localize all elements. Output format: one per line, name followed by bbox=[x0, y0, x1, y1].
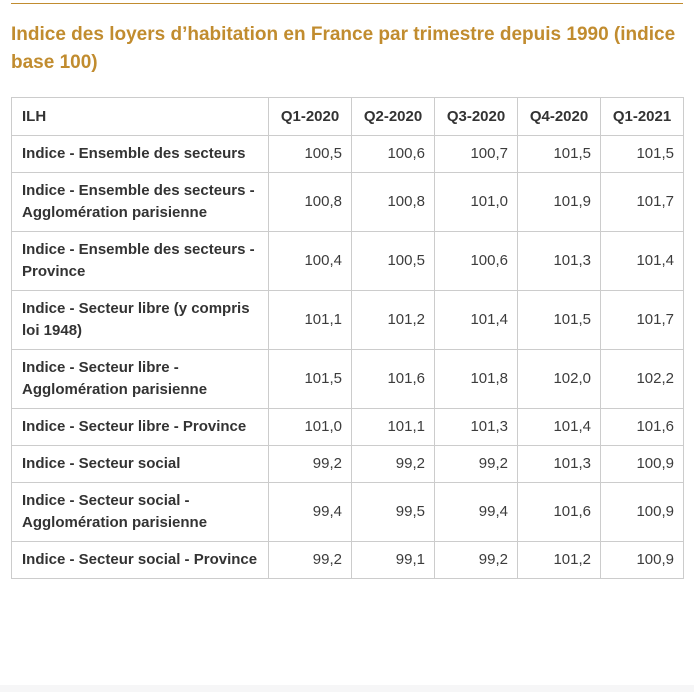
index-value-cell: 100,4 bbox=[268, 231, 352, 291]
row-label: Indice - Secteur social bbox=[11, 445, 269, 483]
index-value-cell: 100,6 bbox=[434, 231, 518, 291]
bottom-section-divider bbox=[0, 685, 694, 692]
index-value-cell: 101,4 bbox=[434, 290, 518, 350]
index-value-cell: 100,5 bbox=[351, 231, 435, 291]
index-value-cell: 101,1 bbox=[268, 290, 352, 350]
table-row: Indice - Secteur libre (y compris loi 19… bbox=[11, 290, 684, 350]
index-value-cell: 100,9 bbox=[600, 482, 684, 542]
row-label: Indice - Secteur libre - Agglomération p… bbox=[11, 349, 269, 409]
index-value-cell: 99,2 bbox=[434, 445, 518, 483]
table-header-row: ILH Q1-2020 Q2-2020 Q3-2020 Q4-2020 Q1-2021 bbox=[11, 97, 684, 136]
index-value-cell: 101,3 bbox=[517, 231, 601, 291]
index-value-cell: 101,6 bbox=[517, 482, 601, 542]
index-value-cell: 100,8 bbox=[351, 172, 435, 232]
index-value-cell: 99,2 bbox=[434, 541, 518, 579]
column-header-quarter: Q2-2020 bbox=[351, 97, 435, 136]
row-label: Indice - Ensemble des secteurs - Agglomé… bbox=[11, 172, 269, 232]
page-title: Indice des loyers d’habitation en France… bbox=[11, 24, 676, 73]
row-label: Indice - Ensemble des secteurs bbox=[11, 135, 269, 173]
table-row: Indice - Secteur libre - Agglomération p… bbox=[11, 349, 684, 409]
index-value-cell: 102,0 bbox=[517, 349, 601, 409]
index-value-cell: 101,2 bbox=[351, 290, 435, 350]
index-value-cell: 101,1 bbox=[351, 408, 435, 446]
index-value-cell: 101,0 bbox=[268, 408, 352, 446]
index-value-cell: 100,6 bbox=[351, 135, 435, 173]
row-label: Indice - Secteur libre (y compris loi 19… bbox=[11, 290, 269, 350]
index-value-cell: 99,2 bbox=[351, 445, 435, 483]
index-value-cell: 101,5 bbox=[600, 135, 684, 173]
top-divider bbox=[11, 3, 683, 4]
index-value-cell: 100,7 bbox=[434, 135, 518, 173]
table-row: Indice - Secteur social - Agglomération … bbox=[11, 482, 684, 542]
index-value-cell: 101,6 bbox=[600, 408, 684, 446]
row-label: Indice - Secteur social - Agglomération … bbox=[11, 482, 269, 542]
index-value-cell: 101,3 bbox=[517, 445, 601, 483]
index-value-cell: 101,4 bbox=[517, 408, 601, 446]
index-value-cell: 99,5 bbox=[351, 482, 435, 542]
index-value-cell: 99,4 bbox=[268, 482, 352, 542]
index-value-cell: 101,5 bbox=[517, 290, 601, 350]
index-value-cell: 101,9 bbox=[517, 172, 601, 232]
table-row: Indice - Ensemble des secteurs - Provinc… bbox=[11, 231, 684, 291]
column-header-quarter: Q1-2021 bbox=[600, 97, 684, 136]
column-header-quarter: Q3-2020 bbox=[434, 97, 518, 136]
index-value-cell: 102,2 bbox=[600, 349, 684, 409]
index-value-cell: 101,2 bbox=[517, 541, 601, 579]
table-row: Indice - Secteur social 99,2 99,2 99,2 101,3… bbox=[11, 445, 684, 483]
index-value-cell: 99,1 bbox=[351, 541, 435, 579]
index-value-cell: 99,4 bbox=[434, 482, 518, 542]
row-label: Indice - Secteur social - Province bbox=[11, 541, 269, 579]
index-value-cell: 101,0 bbox=[434, 172, 518, 232]
index-value-cell: 101,5 bbox=[268, 349, 352, 409]
index-value-cell: 99,2 bbox=[268, 445, 352, 483]
index-value-cell: 100,9 bbox=[600, 445, 684, 483]
table-body: Indice - Ensemble des secteurs 100,5 100,6… bbox=[11, 135, 684, 579]
index-value-cell: 101,7 bbox=[600, 172, 684, 232]
index-value-cell: 101,3 bbox=[434, 408, 518, 446]
column-header-quarter: Q4-2020 bbox=[517, 97, 601, 136]
index-value-cell: 101,6 bbox=[351, 349, 435, 409]
index-value-cell: 100,5 bbox=[268, 135, 352, 173]
index-value-cell: 99,2 bbox=[268, 541, 352, 579]
index-value-cell: 101,5 bbox=[517, 135, 601, 173]
row-label: Indice - Secteur libre - Province bbox=[11, 408, 269, 446]
ilh-table: ILH Q1-2020 Q2-2020 Q3-2020 Q4-2020 Q1-2021 I… bbox=[11, 97, 684, 579]
row-label: Indice - Ensemble des secteurs - Provinc… bbox=[11, 231, 269, 291]
index-value-cell: 101,4 bbox=[600, 231, 684, 291]
index-value-cell: 100,8 bbox=[268, 172, 352, 232]
index-value-cell: 101,8 bbox=[434, 349, 518, 409]
index-value-cell: 101,7 bbox=[600, 290, 684, 350]
index-value-cell: 100,9 bbox=[600, 541, 684, 579]
table-row: Indice - Ensemble des secteurs - Agglomé… bbox=[11, 172, 684, 232]
column-header-ilh: ILH bbox=[11, 97, 269, 136]
table-row: Indice - Secteur social - Province 99,2 99… bbox=[11, 541, 684, 579]
table-row: Indice - Secteur libre - Province 101,0 10… bbox=[11, 408, 684, 446]
column-header-quarter: Q1-2020 bbox=[268, 97, 352, 136]
table-row: Indice - Ensemble des secteurs 100,5 100,6… bbox=[11, 135, 684, 173]
